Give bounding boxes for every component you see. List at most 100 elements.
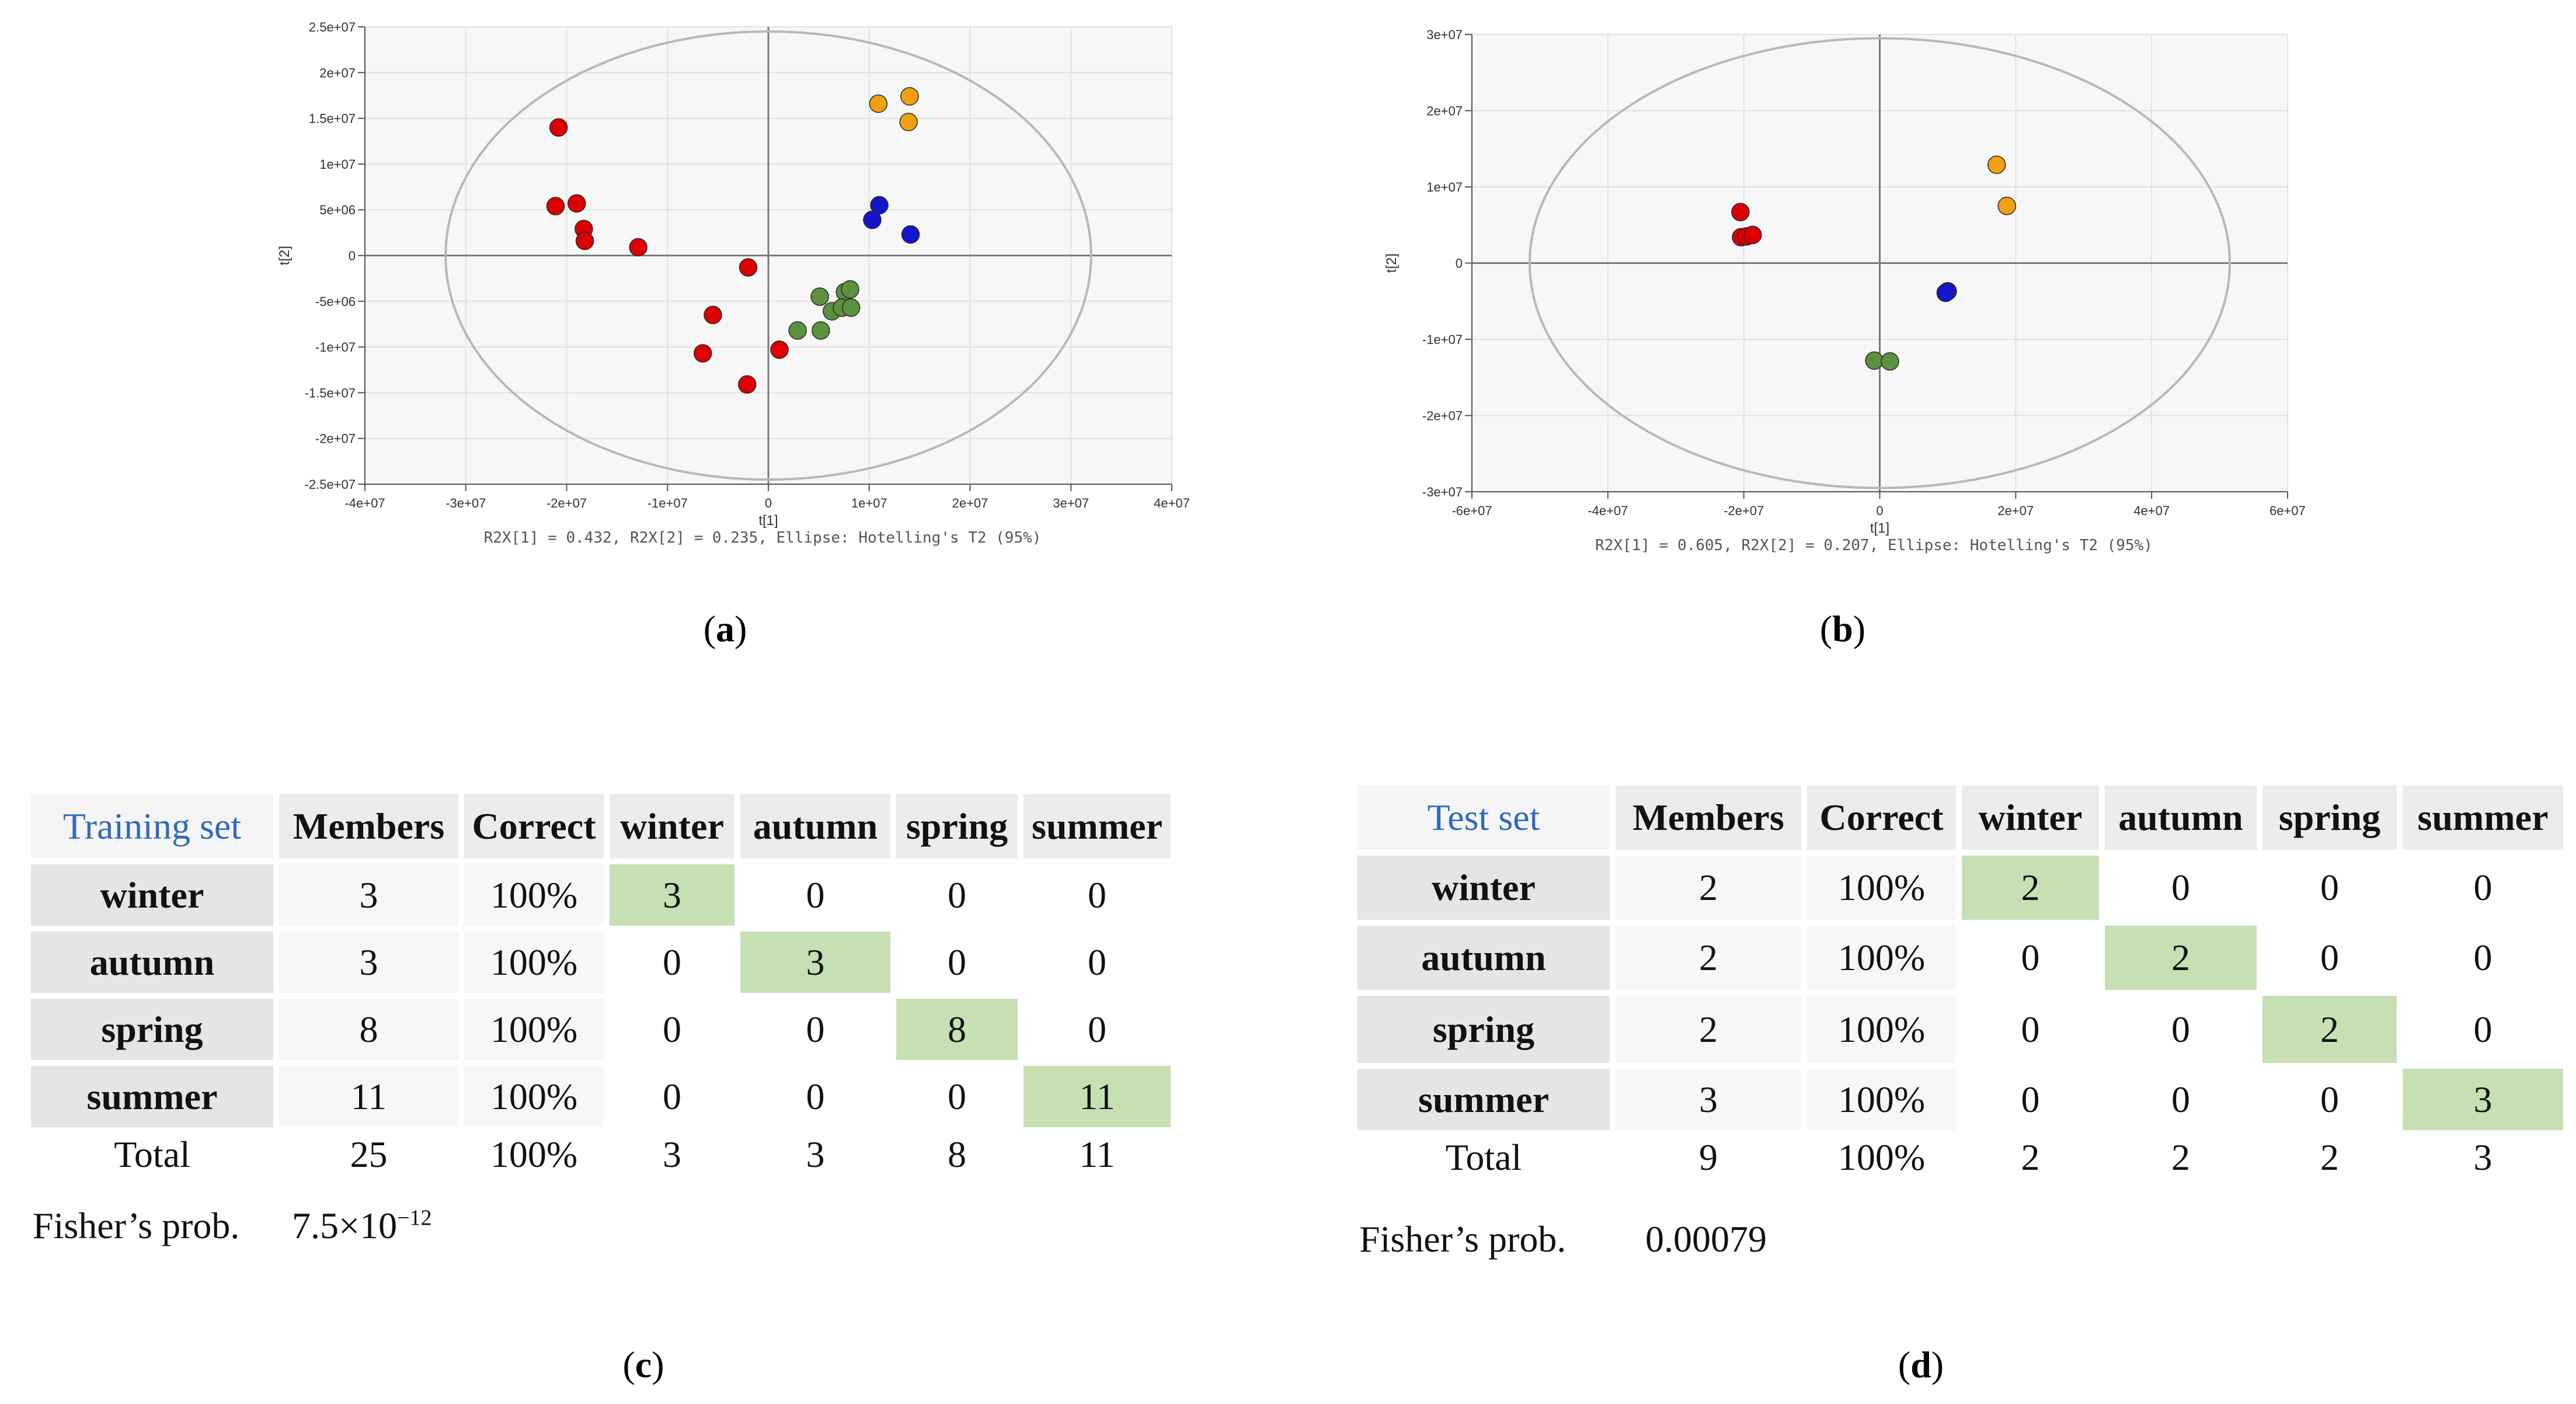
row-header-spring: spring — [1357, 996, 1610, 1063]
table-cell: 100% — [464, 932, 604, 993]
total-cell: 2 — [2021, 1137, 2040, 1178]
y-tick-label: -1.5e+07 — [305, 385, 356, 400]
row-header-winter: winter — [31, 864, 273, 926]
table-cell: 3 — [279, 932, 458, 993]
table-cell: 3 — [2403, 1069, 2563, 1130]
table-cell: 0 — [2473, 1008, 2493, 1050]
x-tick-label: -1e+07 — [648, 496, 688, 510]
column-header-members: Members — [279, 794, 458, 859]
column-header-spring: spring — [896, 794, 1018, 859]
score-point-spring — [549, 118, 568, 137]
table-cell: 3 — [279, 864, 458, 926]
score-point-autumn — [900, 87, 919, 106]
table-cell: 0 — [2021, 1008, 2040, 1050]
total-cell: 100% — [1837, 1137, 1926, 1178]
row-header-summer: summer — [31, 1066, 273, 1127]
panel-label-d: (d) — [1898, 1344, 1944, 1385]
score-point-summer — [788, 321, 807, 340]
y-tick-label: 2e+07 — [319, 65, 356, 80]
table-cell: 0 — [806, 874, 825, 916]
total-row-label: Total — [1445, 1137, 1522, 1178]
y-tick-label: -2.5e+07 — [305, 477, 356, 492]
r2x-footnote: R2X[1] = 0.605, R2X[2] = 0.207, Ellipse:… — [1595, 537, 2153, 554]
table-cell: 100% — [464, 999, 604, 1060]
table-cell: 0 — [2021, 1078, 2040, 1120]
table-set-name: Training set — [31, 794, 273, 859]
y-tick-label: 0 — [349, 249, 356, 263]
fisher-prob-value: 7.5×10−12 — [292, 1205, 432, 1246]
score-point-spring — [629, 238, 648, 257]
total-cell: 3 — [2473, 1137, 2493, 1178]
score-point-spring — [568, 194, 586, 213]
table-cell: 3 — [1616, 1069, 1801, 1130]
table-cell: 2 — [1616, 856, 1801, 920]
y-tick-label: 2.5e+07 — [309, 20, 356, 34]
score-point-autumn — [899, 113, 918, 131]
x-tick-label: -6e+07 — [1451, 503, 1492, 518]
score-point-spring — [575, 231, 594, 251]
y-tick-label: 1.5e+07 — [309, 112, 356, 126]
score-point-spring — [546, 197, 565, 216]
table-cell: 11 — [1024, 1066, 1171, 1127]
x-tick-label: -4e+07 — [1588, 503, 1628, 518]
y-tick-label: 1e+07 — [1426, 180, 1463, 194]
y-tick-label: -1e+07 — [1422, 332, 1463, 347]
score-point-spring — [1743, 225, 1762, 244]
total-cell: 25 — [350, 1134, 388, 1175]
y-tick-label: -3e+07 — [1422, 485, 1463, 499]
row-header-autumn: autumn — [31, 932, 273, 993]
score-point-summer — [841, 280, 859, 299]
table-cell: 2 — [2262, 996, 2397, 1063]
table-cell: 0 — [1088, 1008, 1106, 1050]
table-cell: 0 — [663, 1075, 681, 1117]
panel-label-a: (a) — [703, 608, 747, 649]
score-point-summer — [812, 321, 830, 340]
x-axis-title: t[1] — [1870, 520, 1889, 536]
row-header-winter: winter — [1357, 856, 1610, 920]
table-cell: 100% — [464, 864, 604, 926]
score-point-spring — [704, 305, 722, 325]
table-cell: 2 — [1962, 856, 2099, 920]
score-point-autumn — [1987, 155, 2006, 174]
row-header-autumn: autumn — [1357, 926, 1610, 990]
y-tick-label: -1e+07 — [315, 340, 356, 355]
y-tick-label: -2e+07 — [1422, 409, 1463, 423]
total-cell: 3 — [663, 1134, 681, 1175]
y-tick-label: -2e+07 — [315, 432, 356, 446]
score-point-summer — [841, 298, 861, 317]
x-tick-label: -4e+07 — [344, 496, 385, 510]
column-header-autumn: autumn — [740, 794, 890, 859]
y-tick-label: -5e+06 — [315, 294, 356, 309]
table-cell: 100% — [1807, 996, 1956, 1063]
table-cell: 100% — [1807, 1069, 1956, 1130]
y-tick-label: 1e+07 — [319, 157, 356, 172]
hotelling-ellipse — [1528, 37, 2232, 489]
y-axis-title: t[2] — [1384, 253, 1400, 273]
total-cell: 2 — [2171, 1137, 2190, 1178]
panel-label-c: (c) — [622, 1344, 664, 1385]
table-set-name: Test set — [1357, 786, 1610, 850]
table-cell: 0 — [663, 1008, 681, 1050]
r2x-footnote: R2X[1] = 0.432, R2X[2] = 0.235, Ellipse:… — [484, 529, 1042, 547]
column-header-autumn: autumn — [2105, 786, 2257, 850]
table-cell: 11 — [279, 1066, 458, 1127]
x-tick-label: 6e+07 — [2269, 503, 2306, 518]
score-point-spring — [693, 344, 712, 363]
table-cell: 0 — [1088, 941, 1106, 983]
score-point-spring — [1731, 203, 1750, 221]
fisher-prob-value: 0.00079 — [1645, 1218, 1767, 1260]
total-cell: 100% — [490, 1134, 578, 1175]
table-cell: 2 — [1616, 926, 1801, 990]
score-point-winter — [1936, 283, 1955, 303]
score-point-summer — [1881, 352, 1899, 371]
x-axis-title: t[1] — [758, 513, 778, 529]
total-cell: 8 — [948, 1134, 966, 1175]
total-row-label: Total — [114, 1134, 190, 1175]
score-point-winter — [863, 210, 882, 230]
row-header-spring: spring — [31, 999, 273, 1060]
column-header-summer: summer — [1024, 794, 1171, 859]
score-plot-b: -6e+07 -4e+07 -2e+07 0 2e+07 4e+07 6e+07 3e+07 2… — [1384, 27, 2306, 554]
table-cell: 0 — [806, 1075, 825, 1117]
score-point-spring — [737, 375, 757, 394]
x-tick-label: -2e+07 — [1724, 503, 1764, 518]
